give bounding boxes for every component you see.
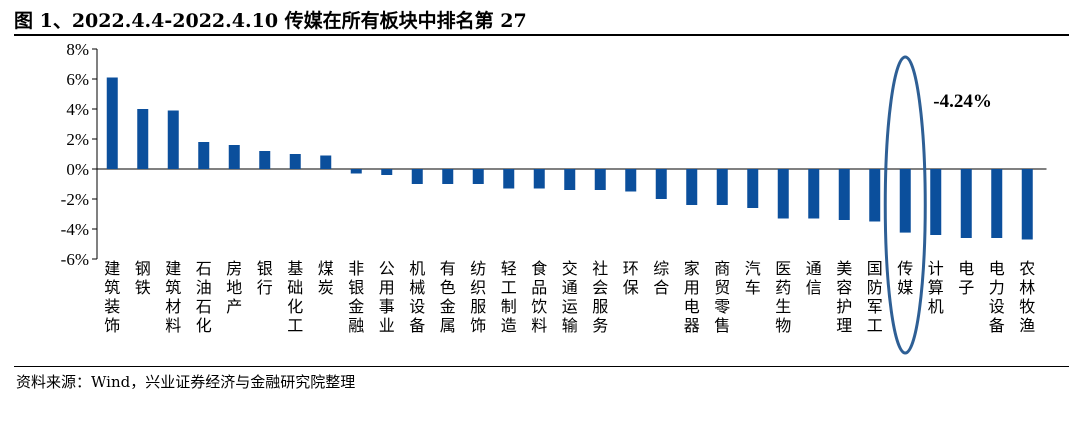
x-tick-label: 环保 [623,259,639,297]
x-tick-label: 交通运输 [562,259,578,335]
x-tick-label: 建筑装饰 [104,259,120,335]
bar [533,169,545,189]
bar [167,110,179,169]
x-tick-label: 煤炭 [318,259,334,297]
x-tick-label: 家用电器 [684,259,700,335]
source-divider [14,366,1069,367]
source-note: 资料来源：Wind，兴业证券经济与金融研究院整理 [16,373,356,391]
bars [97,77,1047,240]
x-tick-label: 食品饮料 [531,259,547,335]
bar-chart: -6% -4% -2% 0% 2% 4% 6% 8% 建筑装饰钢铁建筑材料石油石化房地产银行基… [61,40,1047,355]
highlight-ellipse [883,55,927,355]
y-tick-label: 6% [66,70,89,89]
highlight-annotation: -4.24% [883,55,992,355]
x-tick-label: 银行 [257,259,273,297]
y-tick-label: 0% [66,160,89,179]
x-tick-label: 综合 [653,259,669,297]
bar [625,169,637,192]
x-tick-label: 汽车 [745,259,761,297]
x-tick-label: 石油石化 [196,259,212,335]
chart-title: 图 1、2022.4.4-2022.4.10 传媒在所有板块中排名第 27 [14,10,527,32]
bar [350,169,362,174]
bar [259,151,271,169]
y-axis: -6% -4% -2% 0% 2% 4% 6% 8% [61,40,98,269]
x-tick-label: 轻工制造 [501,259,517,335]
bar [960,169,972,238]
bar [808,169,820,219]
x-tick-label: 电子 [958,259,974,297]
bar [137,109,149,169]
x-axis-labels: 建筑装饰钢铁建筑材料石油石化房地产银行基础化工煤炭非银金融公用事业机械设备有色金… [104,259,1035,335]
bar [411,169,423,184]
x-tick-label: 房地产 [226,259,242,316]
y-tick-label: 4% [66,100,89,119]
bar [106,77,118,169]
x-tick-label: 通信 [806,259,822,297]
bar [1021,169,1033,240]
title-divider [14,34,1069,36]
y-tick-label: 2% [66,130,89,149]
bar [442,169,454,184]
x-tick-label: 计算机 [928,259,944,316]
bar [716,169,728,205]
x-tick-label: 基础化工 [287,259,303,335]
x-tick-label: 医药生物 [775,259,791,335]
x-tick-label: 社会服务 [592,259,608,335]
bar [472,169,484,184]
y-tick-label: -2% [61,190,89,209]
x-tick-label: 国防军工 [867,259,883,335]
bar [655,169,667,199]
x-tick-label: 商贸零售 [714,259,730,335]
y-tick-label: -4% [61,220,89,239]
x-tick-label: 公用事业 [379,259,395,335]
bar [320,155,332,169]
bar [381,169,393,175]
x-tick-label: 建筑材料 [165,259,181,335]
bar [686,169,698,205]
bar [228,145,240,169]
x-tick-label: 传媒 [897,259,913,297]
bar [564,169,576,190]
x-tick-label: 纺织服饰 [470,259,486,335]
bar [503,169,515,189]
x-tick-label: 机械设备 [409,259,425,335]
x-tick-label: 农林牧渔 [1019,259,1035,335]
x-tick-label: 电力设备 [989,259,1005,335]
bar [869,169,881,222]
x-tick-label: 钢铁 [135,259,151,297]
bar [777,169,789,219]
y-tick-label: 8% [66,40,89,59]
bar [991,169,1003,238]
x-tick-label: 美容护理 [836,259,852,335]
bar [899,169,911,233]
bar [930,169,942,235]
bar [838,169,850,220]
bar [198,142,210,169]
bar [594,169,606,190]
bar [747,169,759,208]
y-tick-label: -6% [61,250,89,269]
highlight-value-label: -4.24% [933,91,992,112]
x-tick-label: 非银金融 [348,259,364,335]
x-tick-label: 有色金属 [440,259,456,335]
bar [289,154,301,169]
